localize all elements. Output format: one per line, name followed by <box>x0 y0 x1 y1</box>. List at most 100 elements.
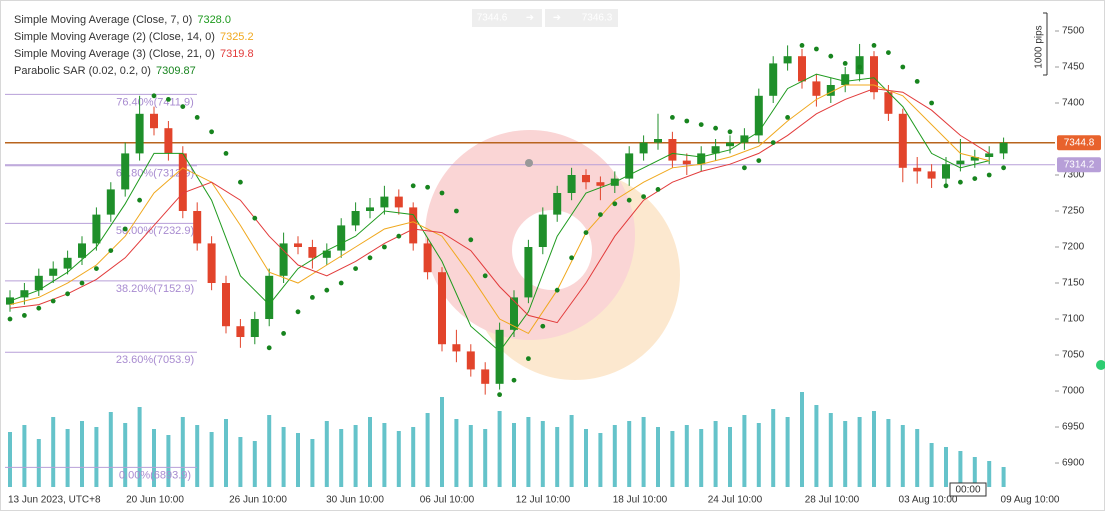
volume-bar <box>281 427 286 487</box>
volume-bar <box>137 407 142 487</box>
candle-body <box>654 139 662 143</box>
sar-dot <box>511 377 517 383</box>
candle-body <box>279 243 288 276</box>
sar-dot <box>641 194 646 200</box>
candle-body <box>92 214 101 244</box>
legend-entry: Simple Moving Average (Close, 7, 0) 7328.… <box>14 14 231 26</box>
sar-dot <box>684 118 690 124</box>
sar-dot <box>972 176 978 182</box>
candle-body <box>49 268 58 276</box>
candle-body <box>294 243 302 248</box>
sar-dot <box>958 179 963 185</box>
legend-entry: Simple Moving Average (3) (Close, 21, 0)… <box>14 48 254 60</box>
sar-dot <box>526 356 531 362</box>
y-tick-label: 7500 <box>1062 26 1085 37</box>
sar-dot <box>410 183 416 189</box>
sar-dot <box>569 255 574 261</box>
candle-body <box>769 63 778 96</box>
candle-body <box>193 211 202 244</box>
volume-bar <box>886 419 891 487</box>
candle-body <box>351 211 360 226</box>
volume-bar <box>22 425 27 487</box>
candle-body <box>337 225 346 251</box>
arrow-icon: ➜ <box>553 13 561 24</box>
sar-dot <box>886 50 891 55</box>
candle-body <box>625 153 634 179</box>
moving-average <box>9 84 990 335</box>
sar-dot <box>166 96 171 102</box>
candle-body <box>538 214 547 248</box>
volume-bar <box>584 429 588 487</box>
sar-dot <box>194 114 200 120</box>
volume-bar <box>353 425 358 487</box>
volume-bar <box>944 447 948 487</box>
sar-dot <box>396 233 402 239</box>
volume-bar <box>440 397 444 487</box>
x-tick-label: 06 Jul 10:00 <box>420 495 475 506</box>
candle-body <box>942 164 950 179</box>
volume-bar <box>483 429 488 487</box>
volume-bar <box>209 432 214 487</box>
sar-dot <box>324 287 330 293</box>
bid: 7344.6 <box>477 13 508 24</box>
candle-body <box>812 81 821 96</box>
candle-body <box>711 146 720 154</box>
volume-bar <box>123 423 128 487</box>
candle-body <box>985 153 994 158</box>
fib-label: 61.80%(7312.9) <box>116 168 194 180</box>
candle-body <box>394 196 403 208</box>
sar-dot <box>367 255 373 261</box>
volume-bar <box>713 421 718 487</box>
y-tick-label: 7100 <box>1062 314 1085 325</box>
y-tick-label: 7050 <box>1062 350 1085 361</box>
moving-average <box>9 88 990 324</box>
fib-label: 76.40%(7411.9) <box>116 96 193 108</box>
candle-body <box>668 139 677 161</box>
moving-average <box>9 73 990 353</box>
volume-bar <box>670 431 675 487</box>
y-tick-label: 7000 <box>1062 386 1085 397</box>
y-tick-label: 7300 <box>1062 170 1085 181</box>
volume-bar <box>857 417 862 487</box>
candle-body <box>63 257 72 269</box>
volume-bar <box>51 417 56 487</box>
legend-value: 7328.0 <box>197 14 231 26</box>
volume-bar <box>396 431 401 487</box>
sar-dot <box>742 165 747 171</box>
sar-dot <box>612 201 618 207</box>
ask: 7346.3 <box>582 13 613 24</box>
sar-dot <box>266 345 272 351</box>
sar-dot <box>943 183 949 189</box>
fib-label: 50.00%(7232.9) <box>116 225 194 237</box>
candle-body <box>999 142 1008 154</box>
volume-bar <box>368 417 372 487</box>
bid-box[interactable] <box>472 9 542 27</box>
sar-dot <box>338 280 344 286</box>
volume-bar <box>267 415 272 487</box>
x-tick-label: 28 Jul 10:00 <box>805 495 860 506</box>
sar-dot <box>583 230 589 236</box>
volume-bar <box>900 425 905 487</box>
candle-body <box>726 142 734 147</box>
candle-body <box>164 128 173 154</box>
x-tick-label: 26 Jun 10:00 <box>229 495 287 506</box>
ask-box[interactable] <box>545 9 618 27</box>
sar-dot <box>814 46 819 52</box>
volume-bar <box>814 405 819 487</box>
volume-bar <box>958 451 963 487</box>
volume-bar <box>80 421 84 487</box>
x-tick-label: 20 Jun 10:00 <box>126 495 184 506</box>
x-tick-label: 13 Jun 2023, UTC+8 <box>8 495 101 506</box>
volume-bar <box>36 439 41 487</box>
candle-body <box>380 196 389 208</box>
candle-body <box>740 135 749 143</box>
sar-dot <box>252 215 258 221</box>
volume-bar <box>454 419 459 487</box>
sar-dot <box>7 316 13 322</box>
legend-value: 7325.2 <box>220 31 254 43</box>
y-tick-label: 7400 <box>1062 98 1085 109</box>
sar-dot <box>1001 165 1006 171</box>
volume-bar <box>915 429 920 487</box>
sar-dot <box>22 313 27 318</box>
sar-dot <box>540 323 546 329</box>
